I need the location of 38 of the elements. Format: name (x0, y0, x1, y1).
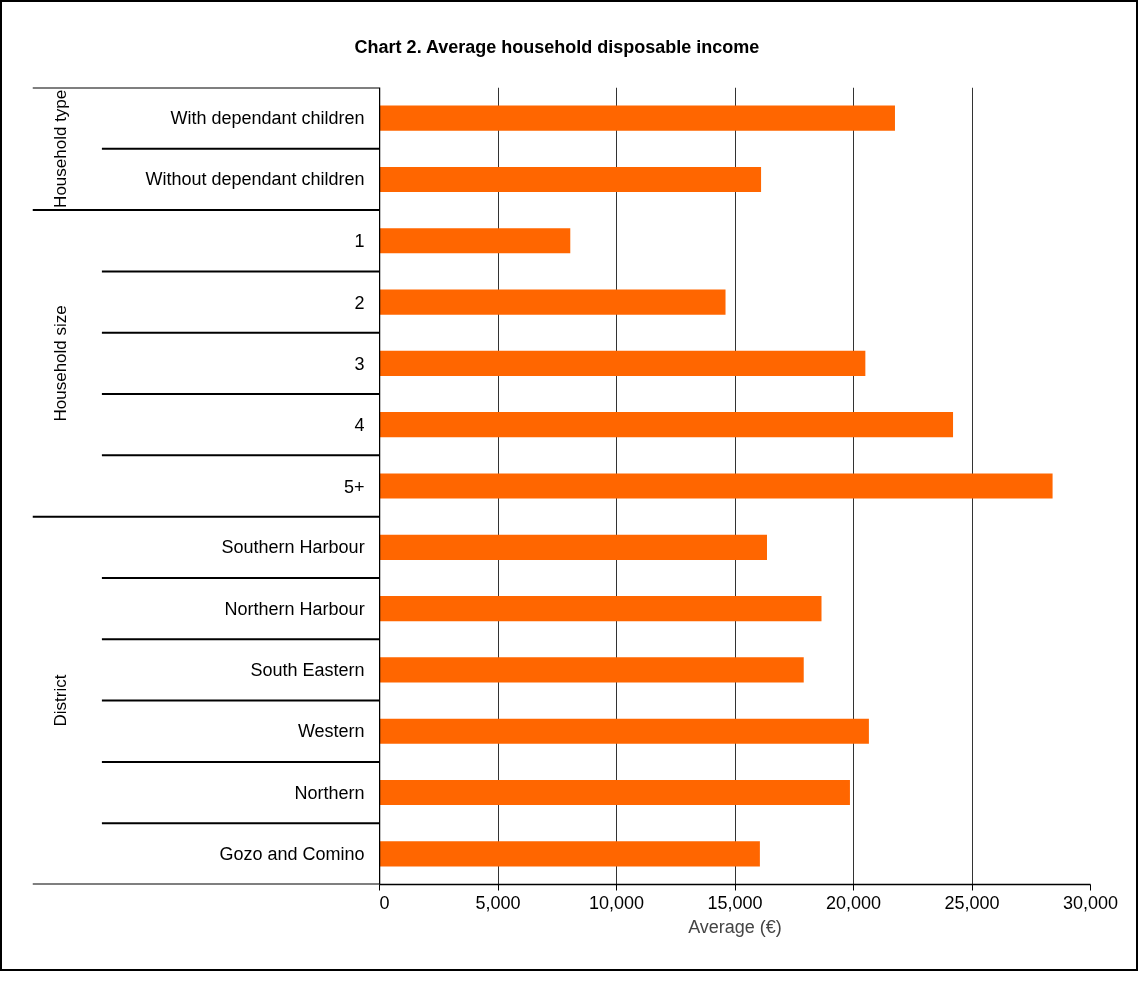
x-tick-label: 15,000 (707, 892, 763, 913)
y-tick-label: Gozo and Comino (219, 843, 365, 864)
y-tick-label: 3 (354, 353, 365, 374)
text: Household type (50, 89, 70, 208)
y-tick-label: 4 (354, 415, 365, 436)
y-tick-label: With dependant children (170, 108, 365, 129)
bar (379, 350, 866, 376)
bar (379, 228, 571, 254)
y-tick-label: 5+ (344, 476, 365, 497)
x-tick-label: 30,000 (1063, 892, 1119, 913)
y-tick-label: South Eastern (250, 659, 365, 680)
y-tick-label: Without dependant children (145, 169, 365, 190)
x-tick-label: 0 (379, 892, 390, 913)
y-tick-label: 1 (354, 231, 365, 252)
y-tick-label: Northern Harbour (224, 598, 365, 619)
text: District (50, 674, 70, 727)
bar (379, 596, 822, 622)
chart-title: Chart 2. Average household disposable income (354, 36, 760, 59)
x-axis-title: Average (€) (688, 916, 783, 937)
y-tick-label: Southern Harbour (221, 537, 365, 558)
bar (379, 657, 805, 683)
y-tick-label: Northern (294, 782, 365, 803)
bar (379, 841, 761, 867)
bar (379, 718, 870, 744)
bar (379, 779, 851, 806)
bar (379, 105, 896, 131)
x-tick-label: 20,000 (826, 892, 882, 913)
bar (379, 412, 954, 438)
bar (379, 289, 726, 315)
x-tick-label: 5,000 (475, 892, 521, 913)
y-tick-label: Western (297, 721, 365, 742)
bar (379, 473, 1053, 499)
text: Household size (50, 305, 70, 422)
x-tick-label: 25,000 (944, 892, 1000, 913)
bar (379, 166, 762, 193)
bar (379, 534, 768, 560)
y-tick-label: 2 (354, 292, 365, 313)
x-tick-label: 10,000 (589, 892, 645, 913)
